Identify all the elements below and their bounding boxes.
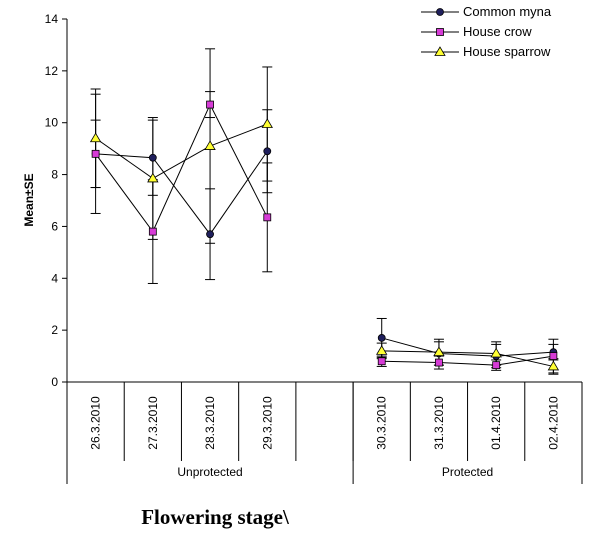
y-tick-label: 4 (51, 271, 58, 285)
marker-triangle (204, 140, 216, 150)
x-tick-label: 30.3.2010 (375, 396, 389, 450)
marker-square (263, 213, 272, 222)
marker-triangle (261, 118, 273, 128)
x-tick-label: 31.3.2010 (432, 396, 446, 450)
markers (89, 100, 560, 371)
marker-triangle (376, 345, 388, 355)
series-line (381, 337, 554, 357)
series-line (95, 103, 268, 233)
x-axis-label: Flowering stage\ (141, 505, 290, 529)
marker-circle (206, 230, 214, 239)
marker-square (436, 28, 444, 36)
x-tick-label: 29.3.2010 (260, 396, 274, 450)
marker-circle (263, 147, 272, 156)
series-line (95, 150, 268, 236)
x-axis: 26.3.2010 27.3.2010 28.3.2010 29.3.2010 30.3… (66, 381, 583, 484)
marker-square (91, 149, 100, 158)
y-tick-label: 8 (51, 168, 58, 182)
y-tick-label: 0 (51, 375, 58, 389)
marker-triangle (433, 346, 445, 357)
y-tick-label: 6 (51, 219, 58, 233)
series-line (381, 355, 554, 366)
series-line (95, 123, 268, 180)
y-tick-label: 14 (45, 12, 59, 26)
series-lines (95, 103, 554, 367)
y-tick-label: 2 (51, 323, 58, 337)
marker-square (148, 227, 157, 236)
legend-label: House crow (463, 24, 532, 39)
marker-circle (436, 8, 444, 16)
marker-square (377, 357, 386, 366)
x-tick-label: 01.4.2010 (489, 396, 503, 450)
marker-square (206, 100, 214, 109)
x-group-label: Protected (442, 465, 493, 479)
x-tick-label: 26.3.2010 (89, 396, 103, 450)
x-tick-label: 28.3.2010 (203, 396, 217, 450)
y-tick-label: 12 (45, 64, 59, 78)
legend-label: Common myna (463, 4, 552, 19)
marker-circle (148, 153, 157, 162)
series-line (381, 350, 554, 367)
legend-label: House sparrow (463, 44, 551, 59)
x-tick-label: 27.3.2010 (146, 396, 160, 450)
x-tick-label: 02.4.2010 (546, 396, 560, 450)
marker-triangle (547, 360, 560, 371)
marker-square (549, 352, 558, 360)
marker-circle (377, 334, 386, 342)
marker-triangle (434, 46, 446, 56)
marker-triangle (147, 172, 159, 183)
legend: Common myna House crow House sparrow (421, 4, 552, 59)
y-axis-label: Mean±SE (22, 173, 36, 226)
y-axis: 0 2 4 6 8 10 12 14 (45, 12, 68, 389)
marker-square (435, 358, 443, 367)
x-group-label: Unprotected (177, 465, 242, 479)
marker-square (492, 361, 501, 370)
error-bars (90, 48, 559, 375)
marker-triangle (490, 347, 502, 358)
y-tick-label: 10 (45, 116, 59, 130)
marker-triangle (89, 132, 102, 143)
